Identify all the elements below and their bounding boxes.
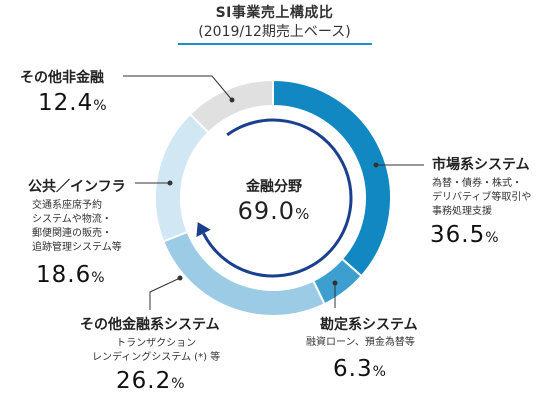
label-accounting-desc: 融資ローン、預金為替等 — [306, 337, 415, 348]
label-otherfin-name: その他金融系システム — [80, 317, 220, 333]
chart-title: SI事業売上構成比 — [215, 5, 334, 21]
label-public-name: 公共／インフラ — [28, 179, 126, 195]
center-value: 69.0% — [237, 197, 311, 225]
chart-subtitle: (2019/12期売上ベース) — [198, 24, 351, 40]
label-market-value: 36.5% — [430, 222, 500, 248]
donut-slices — [154, 78, 392, 317]
cycle-arrow-icon — [196, 118, 353, 278]
slice-public — [154, 112, 210, 243]
label-public-value: 18.6% — [36, 262, 106, 288]
label-otherfin-value: 26.2% — [116, 368, 186, 394]
leader-nonfin-dot — [229, 97, 235, 103]
slice-nonfin — [188, 78, 274, 134]
leader-nonfin — [123, 75, 233, 101]
leader-otherfin — [149, 277, 181, 310]
label-otherfin-desc: トランザクション レンディングシステム (*) 等 — [92, 338, 221, 363]
leader-lines — [123, 75, 424, 310]
slice-otherfin — [161, 230, 326, 317]
leader-market-dot — [373, 162, 379, 168]
label-market-name: 市場系システム — [432, 157, 530, 173]
center-label: 金融分野 — [246, 179, 302, 195]
leader-otherfin-dot — [177, 275, 183, 281]
label-nonfin-value: 12.4% — [38, 90, 108, 116]
leader-public-dot — [167, 180, 173, 186]
leader-accounting-dot — [332, 280, 338, 286]
cycle-arrow-arc — [202, 118, 353, 278]
label-public-desc: 交通系座席予約 システムや物流・ 郵便関連の販売・ 追跡管理システム等 — [32, 200, 122, 253]
label-nonfin-name: その他非金融 — [20, 70, 104, 86]
cycle-arrow-head-icon — [196, 222, 211, 238]
label-accounting-value: 6.3% — [333, 356, 387, 382]
label-accounting-name: 勘定系システム — [320, 317, 418, 333]
subtitle-underline — [178, 43, 372, 45]
label-market-desc: 為替・債券・株式・ デリバティブ等取引や 事務処理支援 — [432, 178, 532, 217]
